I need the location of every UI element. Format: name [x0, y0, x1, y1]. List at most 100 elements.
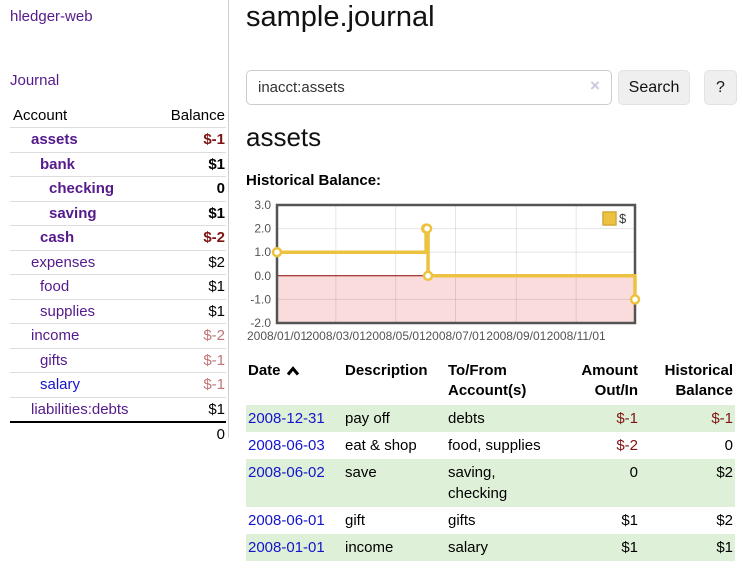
- accounts-total-value: 0: [154, 420, 226, 446]
- data-point-marker: [421, 223, 433, 234]
- account-balance: $1: [154, 274, 226, 300]
- transaction-date-link[interactable]: 2008-12-31: [248, 410, 325, 427]
- transaction-accounts: gifts: [448, 512, 476, 529]
- register-row: 2008-12-31 pay off debts $-1 $-1: [246, 405, 735, 432]
- accounts-header-balance: Balance: [154, 103, 226, 128]
- balance-chart: 3.0 2.0 1.0 0.0 -1.0 -2.02008/01/012008/03/01…: [247, 198, 641, 343]
- x-axis-tick-label: 2008/03/01: [306, 329, 366, 343]
- register-header-accounts: To/From Account(s): [448, 362, 527, 399]
- transaction-amount: $-1: [556, 405, 640, 432]
- transaction-balance: $1: [640, 534, 735, 561]
- transaction-date-link[interactable]: 2008-06-01: [248, 512, 325, 529]
- transaction-description: save: [343, 459, 446, 507]
- register-row: 2008-06-01 gift gifts $1 $2: [246, 507, 735, 534]
- register-header-date-label: Date: [248, 362, 281, 379]
- transaction-date-link[interactable]: 2008-01-01: [248, 539, 325, 556]
- transaction-date-cell: 2008-06-01: [246, 507, 343, 534]
- plot-border: [275, 203, 637, 325]
- account-link[interactable]: bank: [40, 155, 76, 173]
- account-balance: $-2: [154, 225, 226, 251]
- account-row: bank $1: [10, 152, 226, 177]
- account-link[interactable]: income: [31, 327, 80, 345]
- clear-search-icon[interactable]: ×: [590, 76, 600, 95]
- account-balance: 0: [154, 176, 226, 202]
- account-balance: $-1: [154, 127, 226, 153]
- sort-ascending-icon: [286, 362, 300, 382]
- account-link[interactable]: cash: [40, 229, 75, 247]
- y-axis-tick-label: 2.0: [254, 222, 271, 236]
- account-row: saving $1: [10, 201, 226, 226]
- account-link[interactable]: expenses: [31, 253, 96, 271]
- transaction-date-cell: 2008-01-01: [246, 534, 343, 561]
- sidebar-divider: [228, 0, 229, 438]
- register-row: 2008-06-03 eat & shop food, supplies $-2 0: [246, 432, 735, 459]
- accounts-header-account: Account: [10, 103, 155, 128]
- chart-title: Historical Balance:: [246, 172, 382, 189]
- account-row: cash $-2: [10, 225, 226, 251]
- account-heading: assets: [246, 122, 322, 152]
- brand-link[interactable]: hledger-web: [10, 8, 93, 25]
- transaction-balance: $-1: [640, 405, 735, 432]
- transaction-amount: $1: [621, 512, 638, 529]
- account-link[interactable]: assets: [31, 131, 78, 149]
- data-point-marker: [422, 270, 434, 282]
- historical-balance-chart: 3.0 2.0 1.0 0.0 -1.0 -2.0 2008/01/01 2008/03/01…: [240, 198, 650, 348]
- help-button[interactable]: ?: [704, 70, 737, 105]
- transaction-date-link[interactable]: 2008-06-02: [248, 464, 325, 481]
- y-axis-tick-label: 3.0: [254, 198, 271, 212]
- account-link[interactable]: liabilities:debts: [31, 400, 129, 418]
- account-link[interactable]: checking: [49, 180, 115, 198]
- account-row: assets $-1: [10, 127, 226, 153]
- accounts-rows: assets $-1 bank $1 checking 0 saving $1 cash $-2 e…: [10, 127, 226, 422]
- transaction-accounts: salary: [446, 534, 556, 561]
- y-axis-tick-label: -1.0: [250, 292, 271, 306]
- search-button[interactable]: Search: [618, 70, 690, 105]
- account-row: supplies $1: [10, 299, 226, 324]
- account-row: liabilities:debts $1: [10, 397, 226, 422]
- account-balance: $1: [154, 201, 226, 226]
- account-link[interactable]: gifts: [40, 351, 68, 369]
- transaction-description: income: [343, 534, 446, 561]
- account-link[interactable]: saving: [49, 204, 97, 222]
- account-balance: $1: [154, 397, 226, 422]
- transaction-accounts: food, supplies: [448, 437, 541, 454]
- transaction-date-cell: 2008-06-02: [246, 459, 343, 507]
- transaction-date-cell: 2008-06-03: [246, 432, 343, 459]
- account-link[interactable]: food: [40, 278, 70, 296]
- account-row: food $1: [10, 274, 226, 300]
- x-axis-tick-label: 2008/09/01: [486, 329, 546, 343]
- accounts-header-row: Account Balance: [10, 103, 226, 128]
- sidebar-item-journal[interactable]: Journal: [10, 72, 60, 89]
- account-row: expenses $2: [10, 250, 226, 275]
- transaction-accounts: debts: [446, 405, 556, 432]
- transaction-date-link[interactable]: 2008-06-03: [248, 437, 325, 454]
- transaction-accounts: saving, checking: [446, 459, 556, 507]
- register-row: 2008-06-02 save saving, checking 0 $2: [246, 459, 735, 507]
- transaction-balance: 0: [724, 437, 733, 454]
- transaction-description: eat & shop: [345, 437, 417, 454]
- register-rows: 2008-12-31 pay off debts $-1 $-1 2008-06-03 ea…: [246, 405, 735, 561]
- register-table: Date Description To/From Account(s) Amou…: [246, 360, 735, 561]
- account-row: salary $-1: [10, 372, 226, 398]
- x-axis-tick-label: 2008/07/01: [425, 329, 485, 343]
- transaction-amount: $1: [556, 534, 640, 561]
- account-balance: $-2: [154, 323, 226, 349]
- data-point-marker: [629, 294, 641, 305]
- x-axis-tick-label: 2008/05/01: [366, 329, 426, 343]
- transaction-description: gift: [345, 512, 366, 529]
- legend-swatch: [602, 211, 617, 226]
- account-link[interactable]: salary: [40, 376, 81, 394]
- account-balance: $2: [154, 250, 226, 275]
- transaction-amount: 0: [556, 459, 640, 507]
- x-axis-tick-label: 2008/01/01: [247, 329, 307, 343]
- account-link[interactable]: supplies: [40, 302, 96, 320]
- data-point-marker: [271, 246, 283, 258]
- transaction-amount: $-2: [616, 437, 638, 454]
- register-header-date: Date: [246, 360, 343, 405]
- search-input[interactable]: [246, 70, 612, 105]
- accounts-table: Account Balance assets $-1 bank $1 checking 0…: [10, 103, 226, 446]
- account-row: checking 0: [10, 176, 226, 202]
- account-row: income $-2: [10, 323, 226, 349]
- transaction-balance: $2: [640, 459, 735, 507]
